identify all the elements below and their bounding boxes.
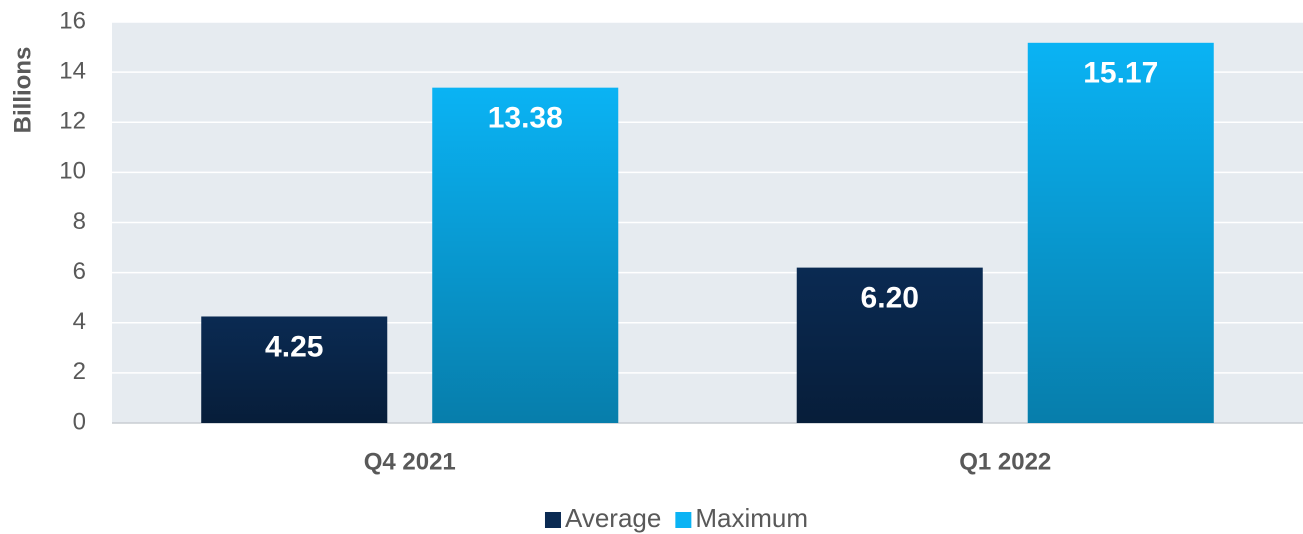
x-tick-label: Q4 2021: [364, 448, 456, 475]
y-tick-label: 2: [73, 358, 86, 385]
data-label: 6.20: [861, 282, 919, 315]
legend-swatch: [675, 512, 692, 528]
y-tick-label: 8: [73, 208, 86, 235]
data-label: 15.17: [1083, 57, 1158, 90]
x-tick-label: Q1 2022: [959, 448, 1051, 475]
y-tick-label: 4: [73, 308, 86, 335]
bar: [1027, 42, 1214, 423]
y-tick-label: 14: [59, 57, 86, 84]
legend-label: Average: [565, 503, 661, 533]
y-tick-label: 12: [59, 108, 86, 135]
legend-swatch: [544, 512, 561, 528]
legend-label: Maximum: [695, 503, 808, 533]
bar: [432, 87, 619, 423]
y-axis-label: Billions: [9, 47, 36, 134]
data-label: 13.38: [488, 102, 563, 135]
y-tick-label: 6: [73, 258, 86, 285]
y-tick-label: 0: [73, 408, 86, 435]
y-tick-label: 10: [59, 158, 86, 185]
data-label: 4.25: [265, 330, 323, 363]
y-tick-label: 16: [59, 7, 86, 34]
